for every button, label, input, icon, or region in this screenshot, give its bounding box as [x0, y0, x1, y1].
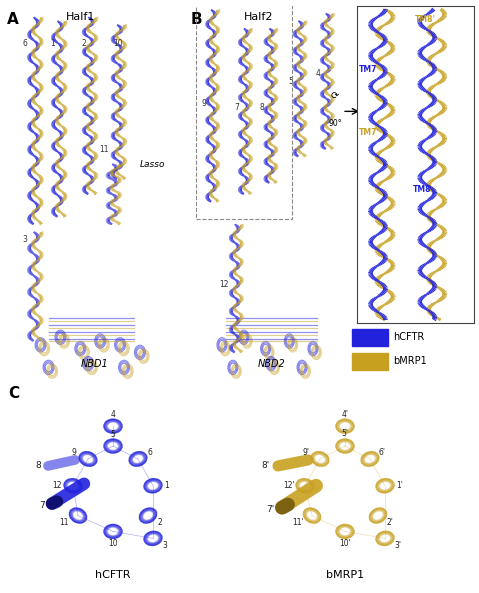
Text: B: B [191, 12, 203, 27]
Text: 1: 1 [50, 39, 55, 48]
Text: bMRP1: bMRP1 [326, 570, 364, 580]
Text: 2: 2 [158, 518, 162, 527]
Text: TM8: TM8 [413, 186, 432, 195]
Text: 1: 1 [165, 482, 170, 490]
Text: 7': 7' [266, 505, 274, 514]
Text: hCFTR: hCFTR [393, 332, 424, 342]
Text: Half1: Half1 [66, 12, 95, 21]
Text: hCFTR: hCFTR [95, 570, 131, 580]
Text: 8: 8 [260, 103, 264, 112]
Bar [352, 329, 388, 346]
Text: TM7: TM7 [359, 65, 378, 74]
Text: 10: 10 [114, 39, 123, 48]
Text: Lasso: Lasso [140, 160, 165, 168]
Text: 9: 9 [71, 448, 77, 457]
Text: 12': 12' [283, 482, 295, 490]
Text: Half2: Half2 [244, 12, 273, 21]
Text: A: A [7, 12, 19, 27]
Text: 9': 9' [303, 448, 309, 457]
Text: 3: 3 [22, 235, 27, 244]
Text: 2': 2' [387, 518, 393, 527]
Text: 10': 10' [339, 539, 351, 548]
Bar [352, 353, 388, 369]
Text: 4: 4 [111, 410, 115, 419]
Text: 6: 6 [22, 39, 27, 48]
Text: 5: 5 [111, 430, 115, 439]
Text: bMRP1: bMRP1 [393, 356, 427, 366]
Text: 2: 2 [82, 39, 87, 48]
Text: 12: 12 [52, 482, 62, 490]
Text: 6': 6' [378, 448, 386, 457]
Text: 7: 7 [39, 501, 45, 510]
Text: 9: 9 [201, 100, 206, 109]
Text: TM8': TM8' [414, 15, 435, 24]
Text: 5: 5 [289, 76, 294, 86]
Text: 8: 8 [35, 461, 41, 470]
Text: ⟳: ⟳ [331, 91, 339, 101]
Text: 7: 7 [234, 103, 239, 112]
Text: 1': 1' [397, 482, 403, 490]
Text: 3: 3 [162, 541, 168, 550]
Text: TM7': TM7' [359, 128, 380, 138]
Text: 90°: 90° [328, 119, 342, 128]
Text: 11': 11' [292, 518, 304, 527]
Text: 10: 10 [108, 539, 118, 548]
Text: 3': 3' [395, 541, 401, 550]
Text: 5': 5' [342, 429, 349, 438]
Text: 12: 12 [219, 280, 228, 289]
Text: 11: 11 [100, 145, 109, 154]
Text: 8': 8' [262, 461, 270, 470]
Text: NBD1: NBD1 [80, 359, 108, 369]
Text: C: C [8, 387, 19, 401]
Text: NBD2: NBD2 [257, 359, 285, 369]
Text: 4: 4 [316, 69, 321, 78]
Text: 4': 4' [342, 410, 349, 419]
Text: 6: 6 [148, 448, 152, 457]
Text: 11: 11 [59, 518, 69, 527]
